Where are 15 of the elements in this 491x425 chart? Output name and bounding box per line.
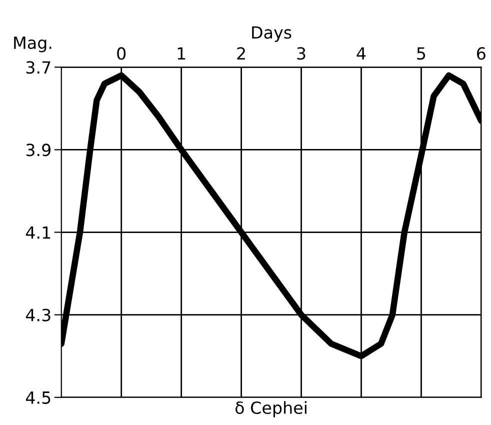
y-tick-label: 4.1 <box>26 226 50 239</box>
x-tick-label: 6 <box>477 47 486 60</box>
y-axis-title: Mag. <box>14 36 52 52</box>
y-tick-label: 3.7 <box>26 61 50 74</box>
x-tick-label: 4 <box>356 47 366 60</box>
y-tick-label: 3.9 <box>26 144 50 156</box>
x-tick-label: 3 <box>297 47 306 60</box>
x-tick-label: 5 <box>417 47 426 60</box>
y-tick-label: 4.5 <box>26 392 50 404</box>
x-tick-label: 0 <box>117 47 126 60</box>
y-tick-label: 4.3 <box>26 308 50 322</box>
x-tick-label: 2 <box>237 47 245 60</box>
x-tick-label: 1 <box>178 47 186 60</box>
x-axis-title: Days <box>252 26 292 42</box>
text: δ Cephei <box>235 401 306 418</box>
